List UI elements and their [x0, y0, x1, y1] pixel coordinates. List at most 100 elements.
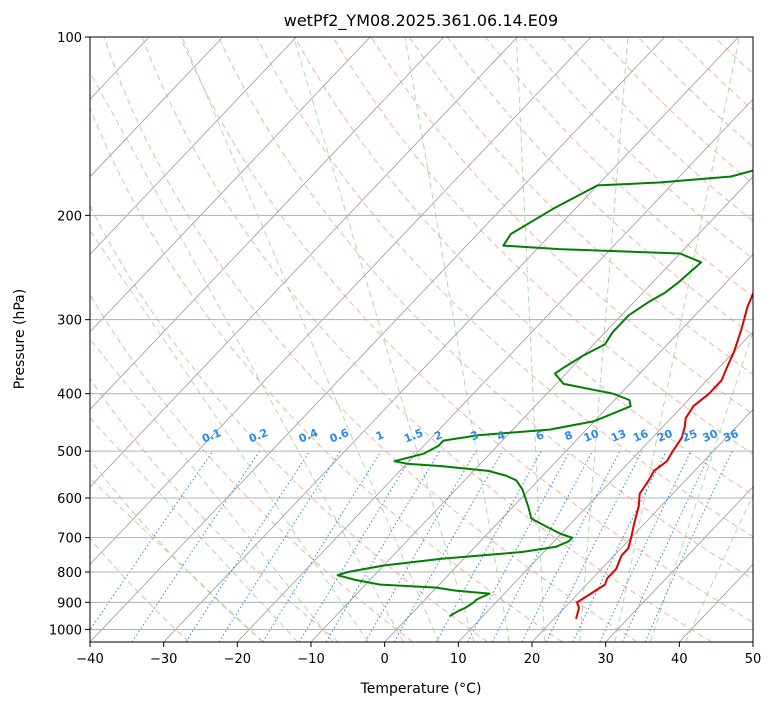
- mixing-ratio-label: 30: [701, 427, 720, 445]
- mixing-ratio-line: [218, 450, 341, 642]
- dry-adiabat-line: [256, 37, 753, 538]
- y-axis: 100 200 300 400 500 600 700 800 900 1000: [49, 31, 90, 638]
- mixing-ratio-label: 2: [432, 428, 444, 443]
- mixing-ratio-label: 0.6: [328, 426, 351, 445]
- mixing-ratio-line: [393, 450, 503, 642]
- mixing-ratio-line: [435, 450, 542, 642]
- x-axis-label: Temperature (°C): [360, 681, 482, 697]
- x-tick-label: −40: [76, 652, 103, 667]
- mixing-ratio-line: [185, 450, 311, 642]
- moist-adiabat-line: [404, 37, 510, 642]
- y-tick-label: 700: [57, 532, 82, 547]
- profiles: [336, 169, 753, 620]
- dry-adiabat-line: [141, 37, 712, 642]
- isotherm-line: [384, 253, 753, 642]
- background-lines: [0, 37, 753, 642]
- x-tick-label: −20: [224, 652, 251, 667]
- x-axis: −40 −30 −20 −10 0 10 20 30 40 50: [76, 642, 761, 667]
- moist-adiabat-line: [579, 37, 629, 642]
- mixing-ratio-label: 36: [721, 427, 740, 445]
- mixing-ratio-line: [262, 450, 382, 642]
- y-tick-label: 200: [57, 209, 82, 224]
- y-tick-label: 300: [57, 314, 82, 329]
- isotherm-line: [90, 37, 592, 566]
- mixing-ratio-label: 0.1: [200, 426, 223, 445]
- dry-adiabat-line: [714, 37, 753, 75]
- mixing-ratio-line: [545, 450, 643, 642]
- mixing-ratio-label: 1: [374, 428, 386, 443]
- isotherm-line: [90, 37, 297, 255]
- mixing-ratio-label: 3: [469, 428, 481, 443]
- moist-adiabat-line: [90, 71, 404, 642]
- dry-adiabat-line: [90, 293, 414, 642]
- mixing-ratio-label: 0.4: [297, 426, 320, 445]
- dry-adiabat-line: [90, 377, 339, 642]
- mixing-ratio-line: [325, 450, 441, 642]
- isotherm-line: [0, 37, 2, 642]
- dewpoint-line: [336, 169, 753, 618]
- x-tick-label: 20: [524, 652, 541, 667]
- temperature-line: [575, 289, 753, 620]
- dry-adiabat-line: [752, 37, 753, 39]
- chart-title: wetPf2_YM08.2025.361.06.14.E09: [284, 11, 558, 31]
- mixing-ratio-line: [298, 450, 416, 642]
- x-tick-label: −10: [297, 652, 324, 667]
- dry-adiabat-line: [332, 37, 753, 455]
- plot-frame: [89, 36, 754, 643]
- y-tick-label: 1000: [49, 623, 82, 638]
- isotherm-line: [237, 98, 753, 642]
- y-tick-label: 100: [57, 31, 82, 46]
- y-axis-label: Pressure (hPa): [12, 289, 28, 389]
- grid-lines: [90, 37, 753, 630]
- mixing-ratio-line: [572, 450, 667, 642]
- moist-adiabat-line: [90, 477, 263, 642]
- dry-adiabat-line: [370, 37, 753, 415]
- dry-adiabat-line: [637, 37, 753, 148]
- mixing-ratio-label: 16: [631, 427, 650, 445]
- dry-adiabat-line: [217, 37, 753, 580]
- dry-adiabat-line: [294, 37, 753, 496]
- mixing-ratio-label: 25: [680, 427, 699, 445]
- dry-adiabat-line: [179, 37, 753, 623]
- mixing-ratio-line: [644, 450, 733, 642]
- mixing-ratio-line: [467, 450, 571, 642]
- dry-adiabat-line: [90, 458, 264, 642]
- mixing-ratio-line: [90, 450, 214, 631]
- dry-adiabat-line: [90, 204, 488, 642]
- isotherm-line: [90, 37, 445, 410]
- isotherm-line: [90, 37, 224, 178]
- moist-adiabat-line: [90, 229, 369, 642]
- dry-adiabat-line: [90, 537, 190, 642]
- isotherm-line: [458, 331, 753, 642]
- dry-adiabat-line: [446, 37, 753, 336]
- mixing-ratio-label: 8: [563, 428, 575, 443]
- y-tick-label: 400: [57, 388, 82, 403]
- isotherm-line: [679, 563, 753, 642]
- isotherm-line: [531, 408, 753, 642]
- moist-adiabat-line: [516, 37, 545, 642]
- isotherm-line: [605, 486, 753, 642]
- moist-adiabat-line: [685, 493, 753, 642]
- x-tick-label: −30: [150, 652, 177, 667]
- x-tick-label: 10: [450, 652, 467, 667]
- y-tick-label: 600: [57, 492, 82, 507]
- moist-adiabat-line: [293, 37, 475, 642]
- mixing-ratio-label: 10: [582, 427, 601, 445]
- mixing-ratio-line: [364, 450, 477, 642]
- y-tick-label: 800: [57, 566, 82, 581]
- isotherm-line: [163, 37, 739, 642]
- mixing-ratio-label: 0.2: [247, 426, 270, 445]
- dry-adiabat-line: [561, 37, 753, 222]
- mixing-ratio-line: [599, 450, 692, 642]
- x-tick-label: 50: [745, 652, 762, 667]
- isotherm-line: [90, 37, 666, 642]
- dry-adiabat-line: [408, 37, 753, 375]
- mixing-ratio-label: 20: [655, 427, 674, 445]
- isotherm-line: [752, 641, 753, 642]
- moist-adiabat-line: [90, 338, 334, 642]
- moist-adiabat-line: [181, 37, 440, 642]
- x-tick-label: 0: [381, 652, 389, 667]
- mixing-ratio-label: 4: [495, 428, 507, 443]
- y-tick-label: 900: [57, 596, 82, 611]
